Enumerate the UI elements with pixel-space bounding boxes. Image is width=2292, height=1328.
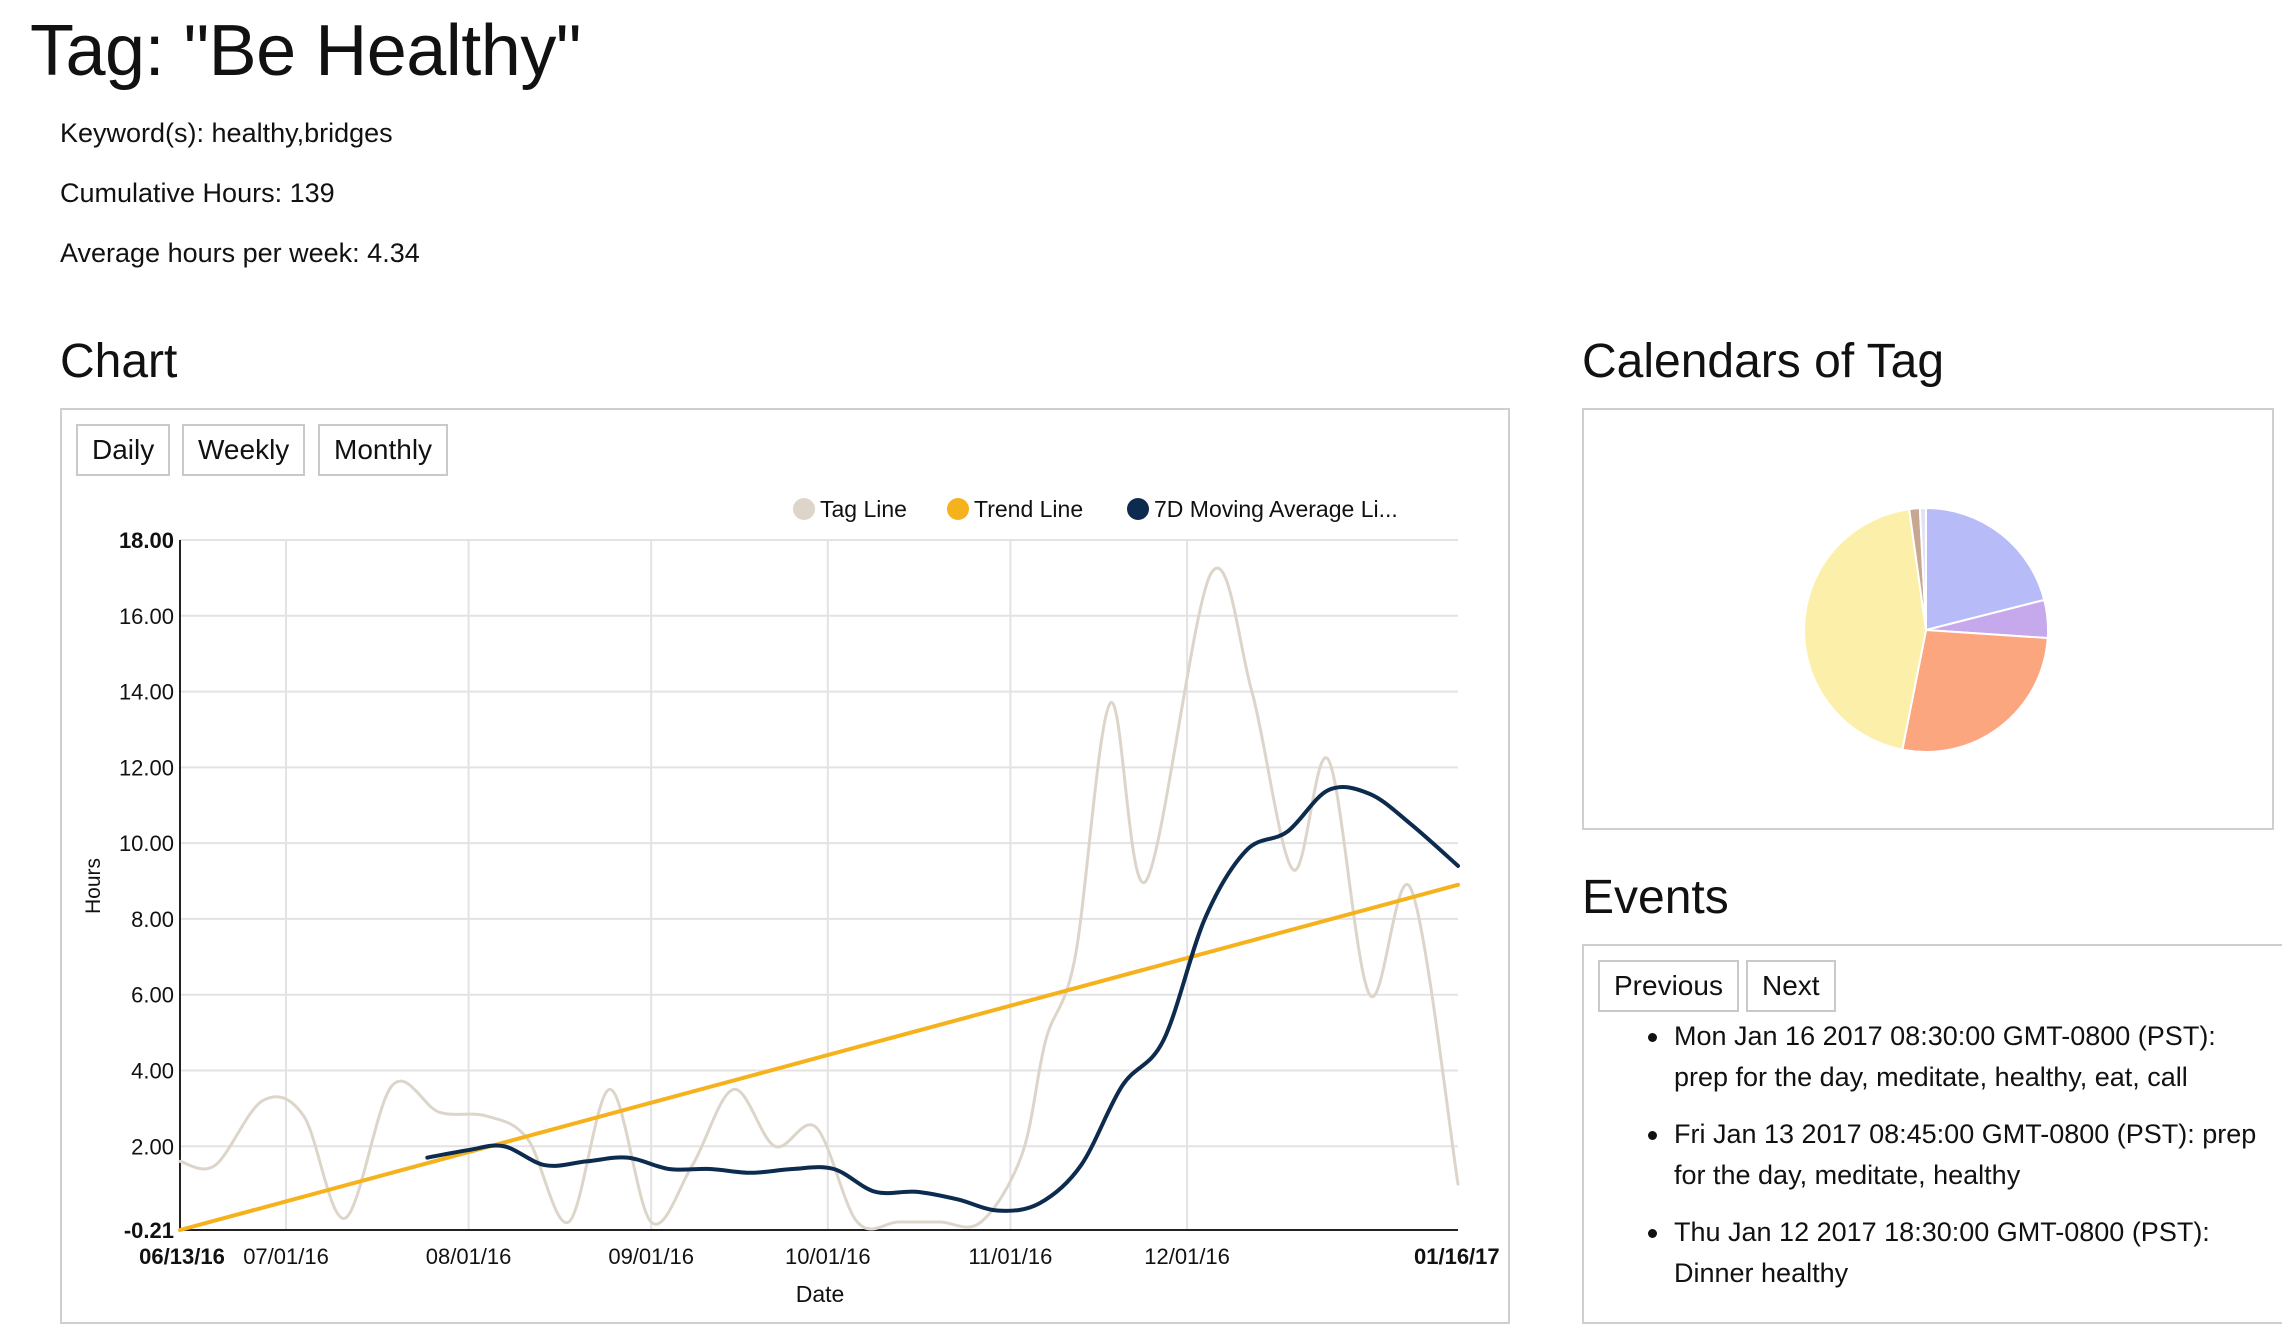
x-tick-label: 11/01/16 bbox=[968, 1244, 1052, 1269]
series-line bbox=[178, 882, 1460, 1232]
series-line bbox=[178, 566, 1460, 1231]
chart-grid bbox=[180, 539, 1458, 1231]
chart-legend: Tag Line Trend Line 7D Moving Average Li..… bbox=[793, 496, 1398, 522]
y-tick-label: 16.00 bbox=[119, 604, 174, 629]
pie-slice bbox=[1803, 508, 1928, 751]
y-tick-label: 6.00 bbox=[131, 983, 174, 1008]
y-tick-label: 12.00 bbox=[119, 755, 174, 780]
monthly-button[interactable]: Monthly bbox=[318, 424, 449, 476]
y-tick-label: 4.00 bbox=[131, 1058, 174, 1083]
x-tick-label: 01/16/17 bbox=[1414, 1244, 1500, 1269]
y-tick-label: 18.00 bbox=[119, 528, 174, 553]
y-tick-label: 8.00 bbox=[131, 907, 174, 932]
y-tick-label: -0.21 bbox=[124, 1218, 174, 1243]
keywords-text: Keyword(s): healthy,bridges bbox=[60, 118, 393, 148]
series-line bbox=[425, 785, 1460, 1213]
line-chart: 18.00 16.00 14.00 12.00 10.00 8.00 6.00 4.00 2.0… bbox=[82, 496, 1500, 1307]
x-tick-label: 07/01/16 bbox=[243, 1244, 329, 1269]
y-tick-label: 10.00 bbox=[119, 831, 174, 856]
weekly-button[interactable]: Weekly bbox=[182, 424, 306, 476]
daily-button[interactable]: Daily bbox=[76, 424, 171, 476]
legend-label: Trend Line bbox=[974, 496, 1083, 522]
legend-swatch bbox=[947, 498, 969, 520]
next-button[interactable]: Next bbox=[1746, 960, 1836, 1012]
x-tick-label: 06/13/16 bbox=[139, 1244, 225, 1269]
legend-label: 7D Moving Average Li... bbox=[1154, 496, 1398, 522]
event-item: Mon Jan 16 2017 08:30:00 GMT-0800 (PST):… bbox=[1648, 1016, 2268, 1098]
cumulative-hours-text: Cumulative Hours: 139 bbox=[60, 178, 335, 208]
chart-heading: Chart bbox=[60, 335, 178, 388]
legend-label: Tag Line bbox=[820, 496, 907, 522]
x-tick-label: 08/01/16 bbox=[426, 1244, 512, 1269]
calendars-heading: Calendars of Tag bbox=[1582, 335, 1945, 388]
x-tick-label: 09/01/16 bbox=[608, 1244, 694, 1269]
chart-axes: 18.00 16.00 14.00 12.00 10.00 8.00 6.00 4.00 2.0… bbox=[119, 528, 1500, 1269]
event-item: Thu Jan 12 2017 18:30:00 GMT-0800 (PST):… bbox=[1648, 1212, 2268, 1294]
y-tick-label: 14.00 bbox=[119, 680, 174, 705]
y-tick-label: 2.00 bbox=[131, 1134, 174, 1159]
legend-swatch bbox=[1127, 498, 1149, 520]
pie-slice bbox=[1901, 628, 2049, 753]
x-tick-label: 10/01/16 bbox=[785, 1244, 871, 1269]
event-item: Fri Jan 13 2017 08:45:00 GMT-0800 (PST):… bbox=[1648, 1114, 2268, 1196]
page-title: Tag: "Be Healthy" bbox=[30, 11, 581, 91]
pie-slice bbox=[1925, 506, 2046, 632]
x-axis-label: Date bbox=[796, 1281, 845, 1307]
y-axis-label: Hours bbox=[82, 858, 105, 914]
average-hours-text: Average hours per week: 4.34 bbox=[60, 238, 420, 268]
pie-slice bbox=[1918, 506, 1927, 631]
events-list: Mon Jan 16 2017 08:30:00 GMT-0800 (PST):… bbox=[1648, 1016, 2268, 1310]
calendars-pie-chart bbox=[1803, 506, 2049, 753]
previous-button[interactable]: Previous bbox=[1598, 960, 1739, 1012]
events-heading: Events bbox=[1582, 871, 1729, 924]
legend-swatch bbox=[793, 498, 815, 520]
chart-series bbox=[178, 566, 1460, 1232]
x-tick-label: 12/01/16 bbox=[1144, 1244, 1230, 1269]
